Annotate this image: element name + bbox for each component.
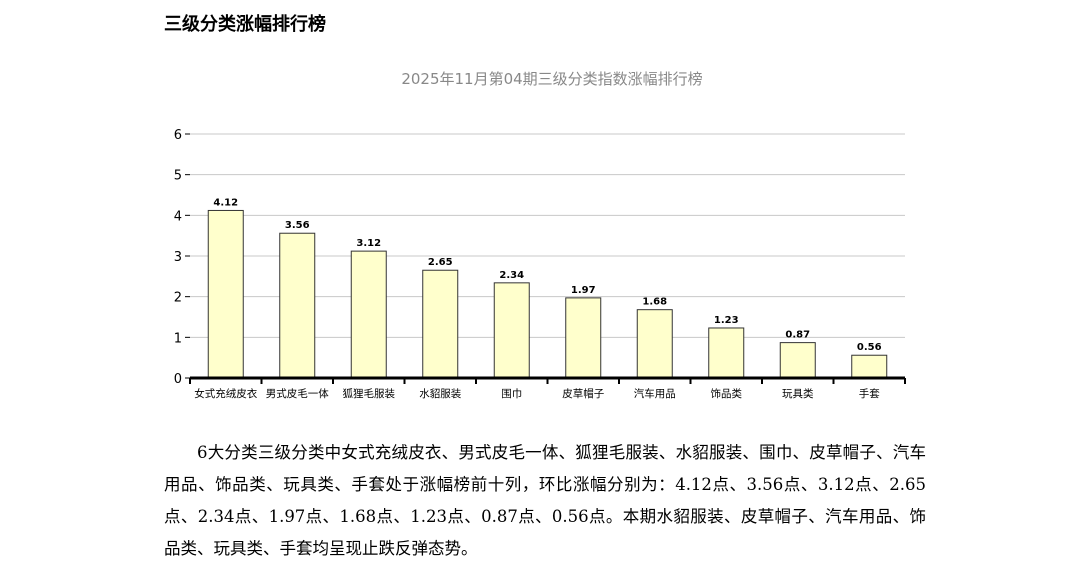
x-tick-label: 饰品类	[711, 387, 743, 400]
bar-chart: 2025年11月第04期三级分类指数涨幅排行榜 4.12 3.56 3.12 2.65…	[164, 50, 924, 415]
y-tick-label: 3	[174, 250, 182, 265]
bar	[708, 327, 745, 379]
bar	[207, 209, 244, 379]
value-label: 1.23	[714, 315, 739, 326]
x-tick-label: 玩具类	[782, 387, 814, 400]
x-tick-label: 水貂服装	[419, 387, 461, 400]
y-tick-label: 6	[174, 128, 182, 143]
value-label: 4.12	[213, 197, 238, 208]
x-tick-label: 汽车用品	[634, 387, 676, 400]
y-tick-label: 1	[174, 331, 182, 346]
y-tick-label: 4	[174, 209, 182, 224]
value-label: 2.65	[428, 257, 453, 268]
bar-layer: 4.12 3.56 3.12 2.65 2.34 1.97 1.68 1.23 0.87 0.56	[207, 197, 888, 379]
value-label: 3.56	[285, 220, 310, 231]
summary-paragraph: 6大分类三级分类中女式充绒皮衣、男式皮毛一体、狐狸毛服装、水貂服装、围巾、皮草帽…	[164, 443, 926, 558]
y-tick-label: 2	[174, 291, 182, 306]
x-tick-label: 围巾	[501, 387, 522, 400]
chart-title: 2025年11月第04期三级分类指数涨幅排行榜	[401, 70, 702, 88]
value-label: 1.68	[642, 297, 667, 308]
x-tick-label: 男式皮毛一体	[266, 387, 329, 400]
bar	[851, 354, 888, 379]
bar	[279, 232, 316, 379]
chart-svg: 2025年11月第04期三级分类指数涨幅排行榜 4.12 3.56 3.12 2.65…	[174, 70, 906, 400]
x-tick-label: 手套	[859, 387, 880, 400]
value-label: 2.34	[499, 270, 524, 281]
y-tick-label: 0	[174, 372, 182, 387]
bar	[493, 282, 530, 379]
x-tick-label: 女式充绒皮衣	[194, 387, 257, 400]
value-label: 0.87	[785, 330, 810, 341]
bar	[350, 250, 387, 379]
bar	[636, 309, 673, 379]
x-tick-label: 皮草帽子	[562, 387, 604, 400]
bar	[565, 297, 602, 379]
axis-layer: 0 1 2 3 4 5 6 女式充绒皮衣 男式皮毛一体 狐狸毛服装 水貂服装 围巾 皮草帽子 汽车用品 饰品…	[174, 128, 906, 400]
value-label: 0.56	[857, 342, 882, 353]
value-label: 3.12	[356, 238, 381, 249]
y-tick-label: 5	[174, 169, 182, 184]
bar	[779, 342, 816, 379]
x-tick-label: 狐狸毛服装	[343, 387, 396, 400]
section-heading: 三级分类涨幅排行榜	[164, 14, 326, 35]
bar	[422, 269, 459, 379]
value-label: 1.97	[571, 285, 596, 296]
